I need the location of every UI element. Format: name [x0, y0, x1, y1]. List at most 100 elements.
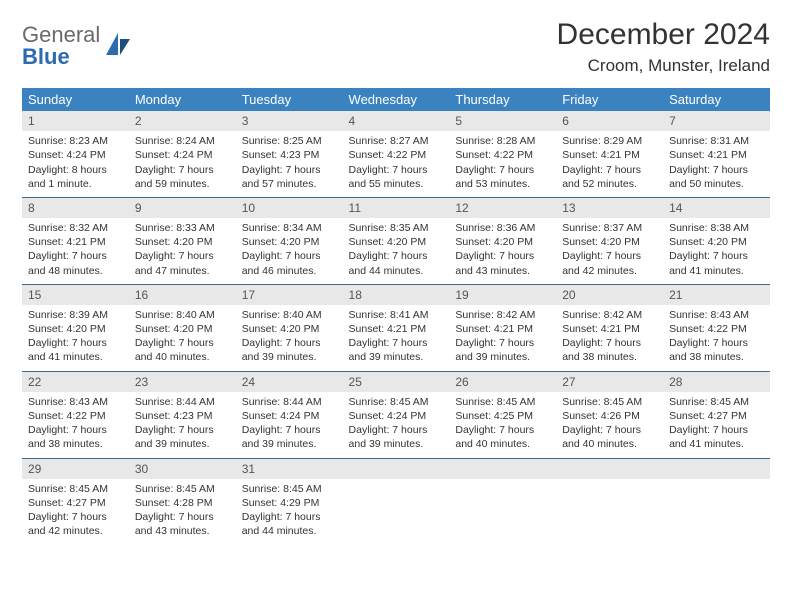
daylight: Daylight: 7 hours and 38 minutes. [562, 336, 657, 364]
header-thursday: Thursday [449, 88, 556, 111]
sunset: Sunset: 4:26 PM [562, 409, 657, 423]
day-body: Sunrise: 8:45 AMSunset: 4:28 PMDaylight:… [129, 479, 236, 545]
sunrise: Sunrise: 8:43 AM [669, 308, 764, 322]
daylight: Daylight: 7 hours and 42 minutes. [28, 510, 123, 538]
sunrise: Sunrise: 8:45 AM [455, 395, 550, 409]
day-number: 24 [236, 372, 343, 392]
day-number: 29 [22, 459, 129, 479]
calendar-cell: 7Sunrise: 8:31 AMSunset: 4:21 PMDaylight… [663, 111, 770, 197]
day-body: Sunrise: 8:28 AMSunset: 4:22 PMDaylight:… [449, 131, 556, 197]
calendar-cell: 25Sunrise: 8:45 AMSunset: 4:24 PMDayligh… [343, 371, 450, 458]
calendar-table: Sunday Monday Tuesday Wednesday Thursday… [22, 88, 770, 544]
sunset: Sunset: 4:22 PM [28, 409, 123, 423]
calendar-week: 29Sunrise: 8:45 AMSunset: 4:27 PMDayligh… [22, 458, 770, 544]
day-number: 26 [449, 372, 556, 392]
calendar-cell [343, 458, 450, 544]
daylight: Daylight: 7 hours and 39 minutes. [135, 423, 230, 451]
calendar-cell: 6Sunrise: 8:29 AMSunset: 4:21 PMDaylight… [556, 111, 663, 197]
daylight: Daylight: 7 hours and 39 minutes. [242, 423, 337, 451]
calendar-cell [556, 458, 663, 544]
sunset: Sunset: 4:20 PM [28, 322, 123, 336]
calendar-cell: 27Sunrise: 8:45 AMSunset: 4:26 PMDayligh… [556, 371, 663, 458]
calendar-cell: 16Sunrise: 8:40 AMSunset: 4:20 PMDayligh… [129, 284, 236, 371]
sunset: Sunset: 4:20 PM [242, 322, 337, 336]
day-body: Sunrise: 8:29 AMSunset: 4:21 PMDaylight:… [556, 131, 663, 197]
calendar-cell: 13Sunrise: 8:37 AMSunset: 4:20 PMDayligh… [556, 197, 663, 284]
daylight: Daylight: 7 hours and 50 minutes. [669, 163, 764, 191]
sunrise: Sunrise: 8:34 AM [242, 221, 337, 235]
calendar-cell: 21Sunrise: 8:43 AMSunset: 4:22 PMDayligh… [663, 284, 770, 371]
day-number: 12 [449, 198, 556, 218]
sunset: Sunset: 4:20 PM [669, 235, 764, 249]
daylight: Daylight: 7 hours and 39 minutes. [349, 423, 444, 451]
location: Croom, Munster, Ireland [557, 56, 770, 76]
calendar-cell: 18Sunrise: 8:41 AMSunset: 4:21 PMDayligh… [343, 284, 450, 371]
sunrise: Sunrise: 8:25 AM [242, 134, 337, 148]
header: General Blue December 2024 Croom, Munste… [22, 18, 770, 76]
calendar-cell: 15Sunrise: 8:39 AMSunset: 4:20 PMDayligh… [22, 284, 129, 371]
day-body: Sunrise: 8:31 AMSunset: 4:21 PMDaylight:… [663, 131, 770, 197]
daylight: Daylight: 7 hours and 44 minutes. [242, 510, 337, 538]
sunset: Sunset: 4:21 PM [562, 148, 657, 162]
daylight: Daylight: 7 hours and 44 minutes. [349, 249, 444, 277]
sunrise: Sunrise: 8:42 AM [455, 308, 550, 322]
calendar-cell [449, 458, 556, 544]
sunset: Sunset: 4:20 PM [242, 235, 337, 249]
calendar-cell: 1Sunrise: 8:23 AMSunset: 4:24 PMDaylight… [22, 111, 129, 197]
day-number: 23 [129, 372, 236, 392]
sunrise: Sunrise: 8:41 AM [349, 308, 444, 322]
day-number [449, 459, 556, 479]
day-number [663, 459, 770, 479]
day-number: 13 [556, 198, 663, 218]
calendar-cell: 19Sunrise: 8:42 AMSunset: 4:21 PMDayligh… [449, 284, 556, 371]
day-number: 4 [343, 111, 450, 131]
daylight: Daylight: 7 hours and 55 minutes. [349, 163, 444, 191]
day-body: Sunrise: 8:44 AMSunset: 4:24 PMDaylight:… [236, 392, 343, 458]
daylight: Daylight: 7 hours and 40 minutes. [562, 423, 657, 451]
day-number: 15 [22, 285, 129, 305]
calendar-week: 15Sunrise: 8:39 AMSunset: 4:20 PMDayligh… [22, 284, 770, 371]
day-body [663, 479, 770, 541]
sunrise: Sunrise: 8:44 AM [242, 395, 337, 409]
daylight: Daylight: 7 hours and 59 minutes. [135, 163, 230, 191]
sunset: Sunset: 4:27 PM [28, 496, 123, 510]
day-body [449, 479, 556, 541]
day-body: Sunrise: 8:23 AMSunset: 4:24 PMDaylight:… [22, 131, 129, 197]
day-number: 27 [556, 372, 663, 392]
sunrise: Sunrise: 8:43 AM [28, 395, 123, 409]
daylight: Daylight: 7 hours and 38 minutes. [669, 336, 764, 364]
day-body: Sunrise: 8:27 AMSunset: 4:22 PMDaylight:… [343, 131, 450, 197]
calendar-cell: 23Sunrise: 8:44 AMSunset: 4:23 PMDayligh… [129, 371, 236, 458]
day-number: 19 [449, 285, 556, 305]
calendar-cell: 8Sunrise: 8:32 AMSunset: 4:21 PMDaylight… [22, 197, 129, 284]
calendar-cell: 11Sunrise: 8:35 AMSunset: 4:20 PMDayligh… [343, 197, 450, 284]
day-body: Sunrise: 8:39 AMSunset: 4:20 PMDaylight:… [22, 305, 129, 371]
daylight: Daylight: 7 hours and 43 minutes. [455, 249, 550, 277]
day-number: 22 [22, 372, 129, 392]
day-body: Sunrise: 8:45 AMSunset: 4:27 PMDaylight:… [663, 392, 770, 458]
calendar-cell: 5Sunrise: 8:28 AMSunset: 4:22 PMDaylight… [449, 111, 556, 197]
header-saturday: Saturday [663, 88, 770, 111]
day-body: Sunrise: 8:43 AMSunset: 4:22 PMDaylight:… [663, 305, 770, 371]
calendar-cell: 22Sunrise: 8:43 AMSunset: 4:22 PMDayligh… [22, 371, 129, 458]
day-body: Sunrise: 8:42 AMSunset: 4:21 PMDaylight:… [449, 305, 556, 371]
sunrise: Sunrise: 8:33 AM [135, 221, 230, 235]
day-body: Sunrise: 8:41 AMSunset: 4:21 PMDaylight:… [343, 305, 450, 371]
sunset: Sunset: 4:28 PM [135, 496, 230, 510]
daylight: Daylight: 7 hours and 48 minutes. [28, 249, 123, 277]
day-body: Sunrise: 8:45 AMSunset: 4:29 PMDaylight:… [236, 479, 343, 545]
day-body: Sunrise: 8:33 AMSunset: 4:20 PMDaylight:… [129, 218, 236, 284]
sunset: Sunset: 4:22 PM [349, 148, 444, 162]
calendar-cell: 12Sunrise: 8:36 AMSunset: 4:20 PMDayligh… [449, 197, 556, 284]
sunrise: Sunrise: 8:37 AM [562, 221, 657, 235]
daylight: Daylight: 7 hours and 41 minutes. [669, 249, 764, 277]
sail-icon [104, 31, 132, 62]
brand-part2: Blue [22, 44, 70, 69]
header-wednesday: Wednesday [343, 88, 450, 111]
day-body: Sunrise: 8:37 AMSunset: 4:20 PMDaylight:… [556, 218, 663, 284]
sunset: Sunset: 4:24 PM [349, 409, 444, 423]
header-monday: Monday [129, 88, 236, 111]
sunrise: Sunrise: 8:38 AM [669, 221, 764, 235]
day-number: 5 [449, 111, 556, 131]
brand-logo: General Blue [22, 24, 132, 68]
